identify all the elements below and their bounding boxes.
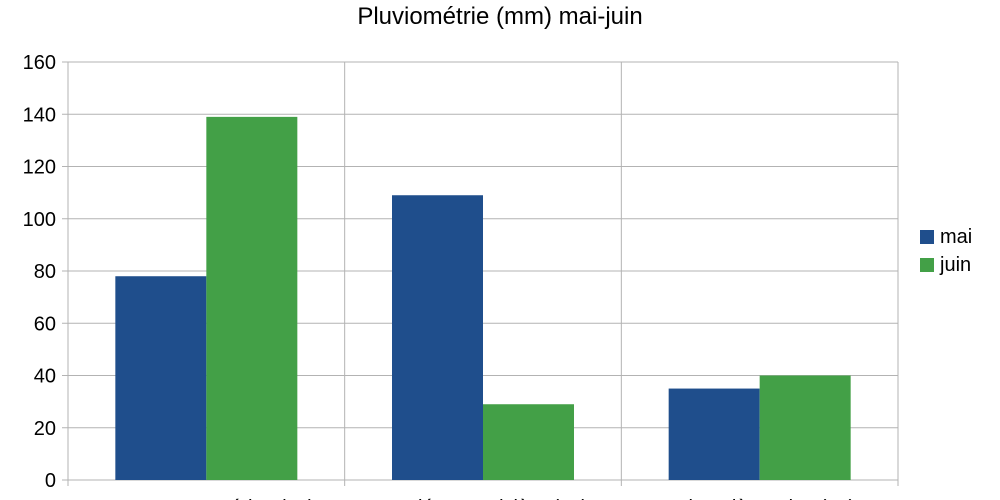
chart-title: Pluviométrie (mm) mai-juin (357, 3, 643, 30)
bar-juin-0 (206, 116, 298, 481)
y-tick-label-40: 40 (34, 366, 56, 388)
x-tick-label-1: St-Clément-Rivière (34) (378, 497, 588, 500)
legend-swatch-mai (920, 230, 934, 244)
x-tick-label-0: Cussac-Fort-Médoc (24) (98, 497, 315, 500)
legend-item-juin: juin (920, 251, 1000, 279)
y-tick-label-80: 80 (34, 261, 56, 283)
bar-mai-1 (392, 195, 483, 481)
y-tick-label-0: 0 (45, 470, 56, 492)
x-tick-label-2: Peloux-lès-Bains (01) (664, 497, 855, 500)
legend: mai juin (920, 223, 1000, 279)
bar-juin-2 (759, 375, 851, 480)
legend-label-juin: juin (940, 253, 972, 276)
y-tick-label-140: 140 (23, 104, 56, 126)
legend-item-mai: mai (920, 223, 1000, 251)
y-tick-label-120: 120 (23, 157, 56, 179)
y-tick-label-60: 60 (34, 313, 56, 335)
y-tick-label-20: 20 (34, 418, 56, 440)
bar-mai-2 (668, 388, 760, 480)
legend-label-mai: mai (940, 225, 973, 248)
legend-swatch-juin (920, 258, 934, 272)
bar-mai-0 (115, 276, 207, 480)
y-tick-label-100: 100 (23, 209, 56, 231)
y-tick-label-160: 160 (23, 52, 56, 74)
bar-juin-1 (483, 404, 574, 480)
